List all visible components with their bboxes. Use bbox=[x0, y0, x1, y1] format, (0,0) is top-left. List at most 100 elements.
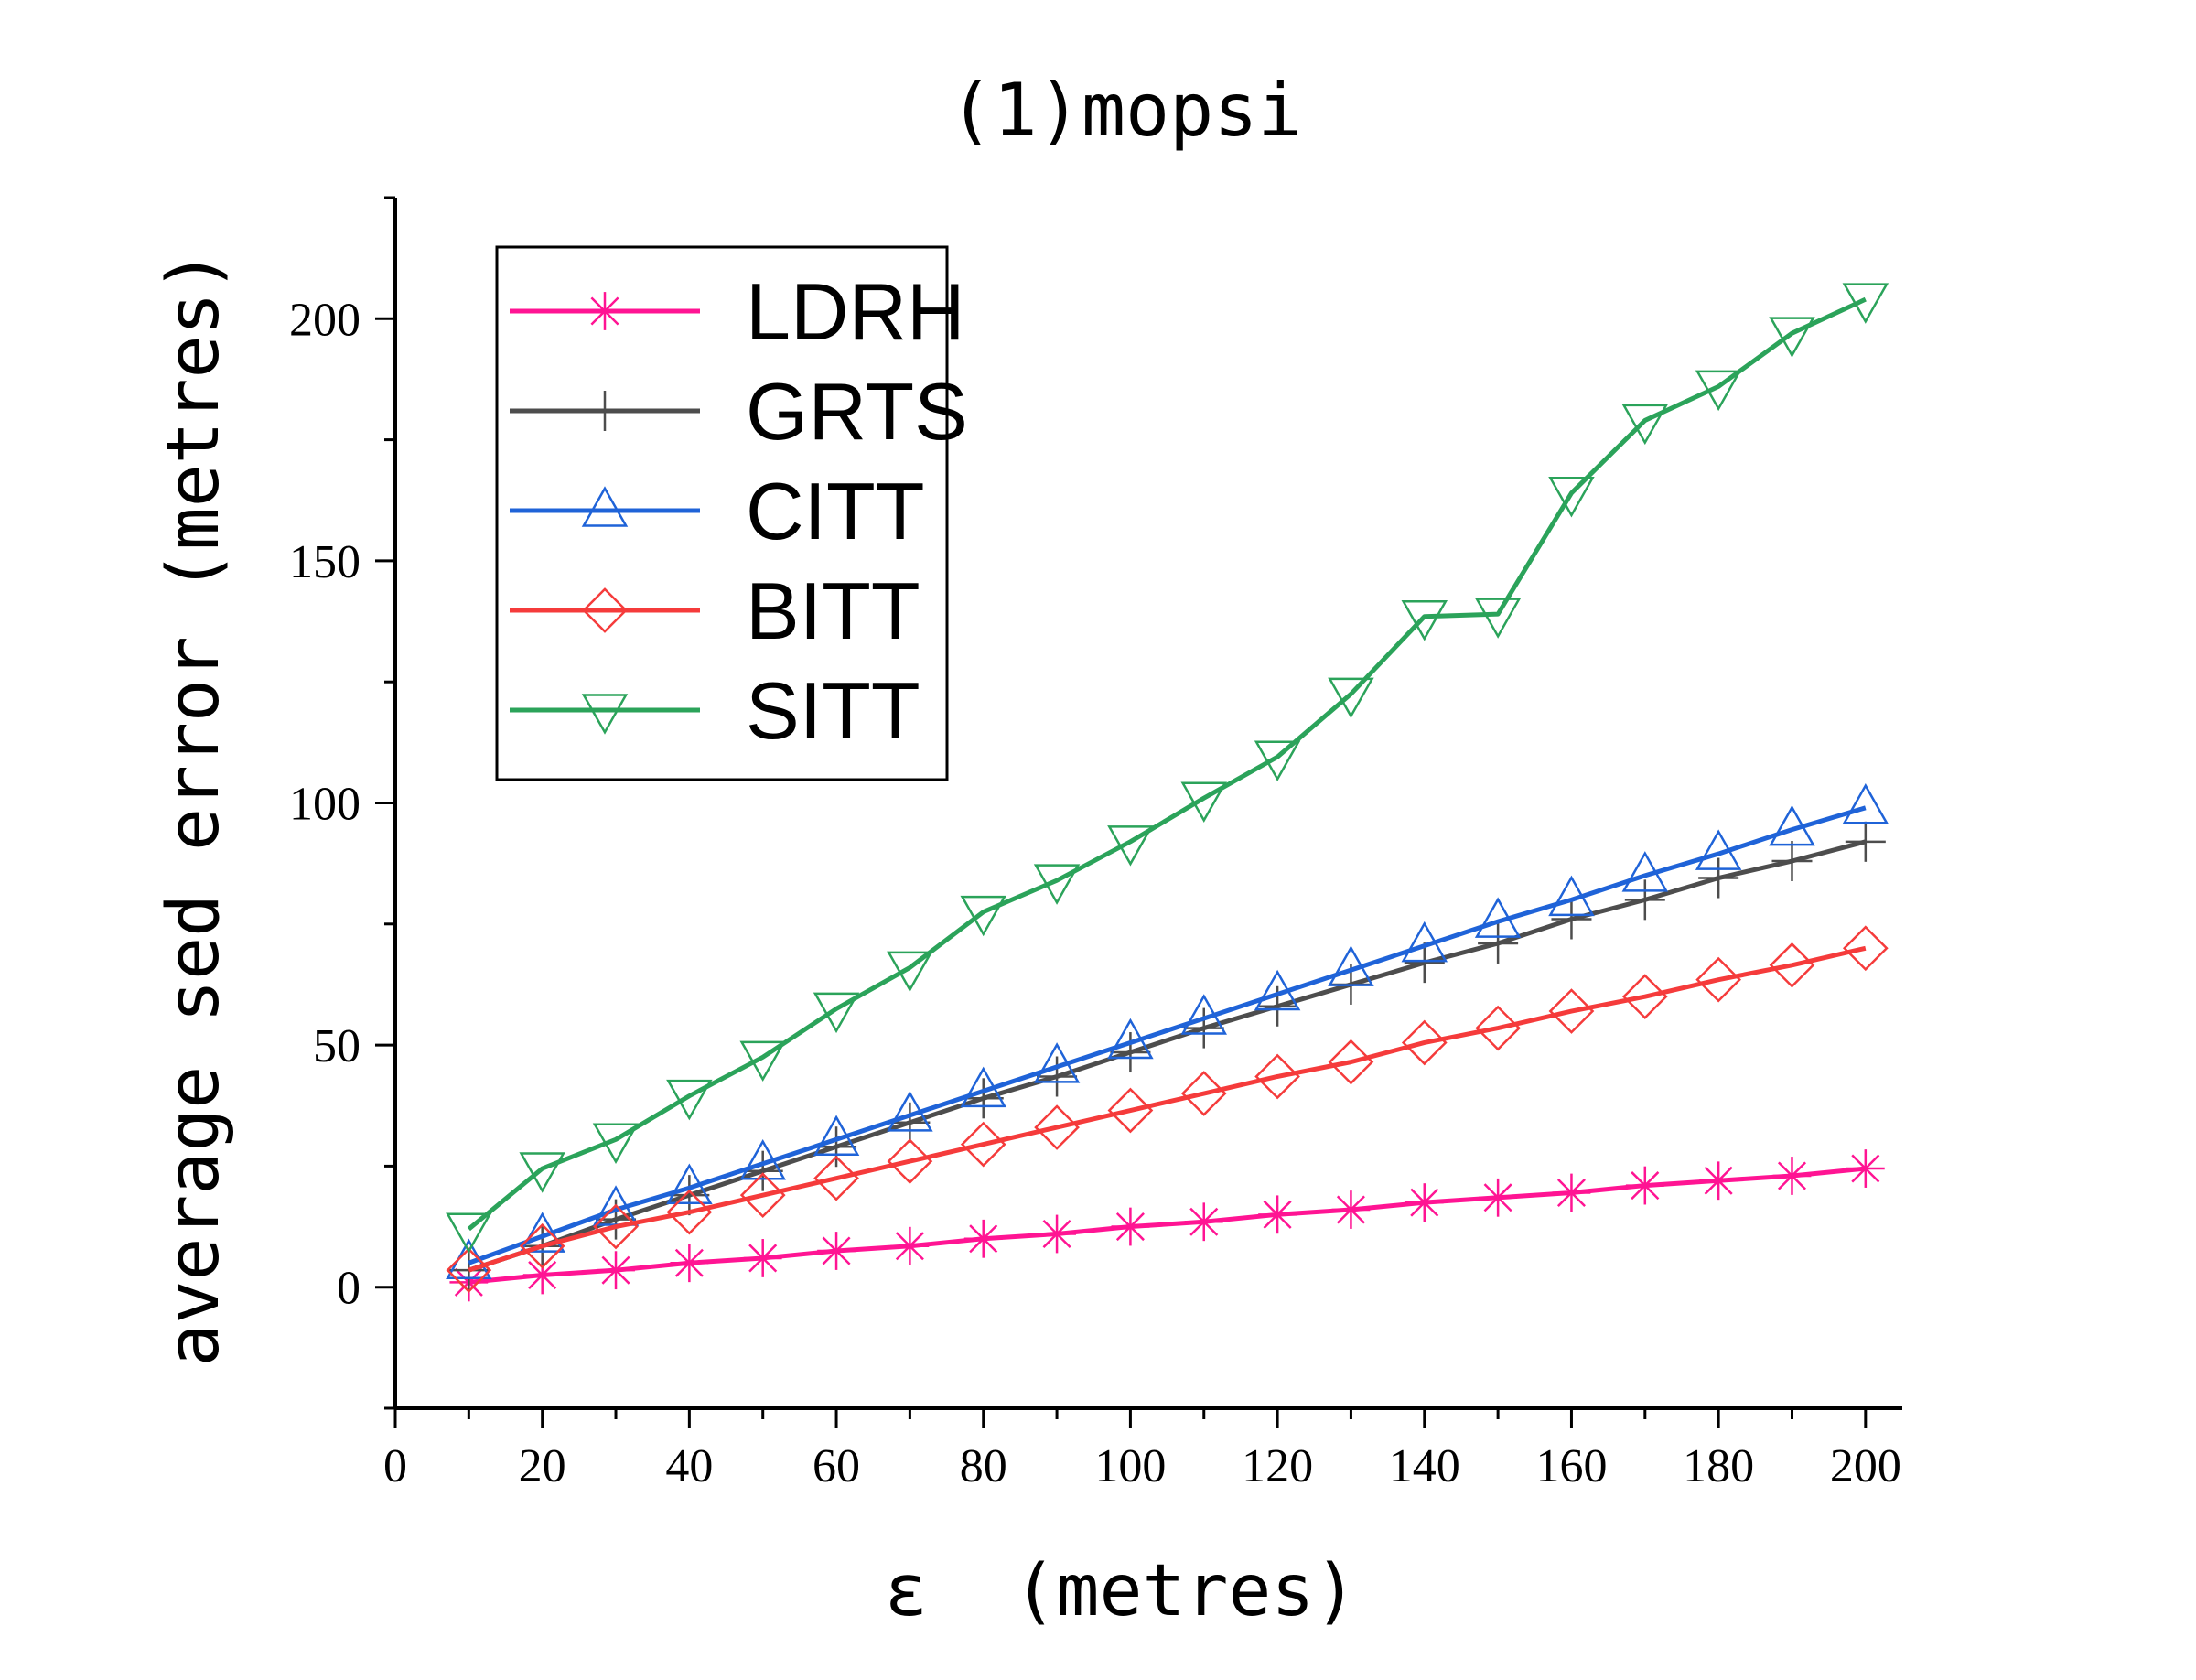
data-point-sitt bbox=[1107, 825, 1154, 867]
x-tick-label: 40 bbox=[665, 1440, 713, 1492]
data-point-citt bbox=[666, 1163, 713, 1204]
data-point-ldrh bbox=[1258, 1195, 1297, 1234]
legend-item-grts: GRTS bbox=[510, 366, 968, 457]
data-point-ldrh bbox=[1772, 1157, 1812, 1195]
data-point-grts bbox=[963, 1078, 1004, 1119]
legend-marker bbox=[586, 292, 624, 330]
data-point-ldrh bbox=[1552, 1173, 1591, 1212]
x-tick-label: 120 bbox=[1242, 1440, 1313, 1492]
data-point-sitt bbox=[887, 951, 933, 993]
legend-label: SITT bbox=[746, 665, 920, 756]
y-tick-label: 0 bbox=[337, 1263, 361, 1315]
legend-item-sitt: SITT bbox=[510, 665, 920, 756]
data-point-ldrh bbox=[1625, 1166, 1664, 1205]
data-point-grts bbox=[1845, 821, 1886, 862]
data-point-grts bbox=[742, 1150, 783, 1191]
data-point-bitt bbox=[1254, 1053, 1300, 1100]
data-point-sitt bbox=[813, 992, 860, 1034]
data-point-ldrh bbox=[1111, 1207, 1150, 1246]
data-point-bitt bbox=[1548, 988, 1595, 1034]
data-point-grts bbox=[1110, 1032, 1151, 1073]
data-point-grts bbox=[816, 1126, 857, 1168]
data-point-bitt bbox=[1107, 1087, 1154, 1134]
data-point-sitt bbox=[519, 1152, 565, 1193]
legend-item-bitt: BITT bbox=[510, 565, 920, 656]
x-tick-label: 80 bbox=[960, 1440, 1007, 1492]
data-point-citt bbox=[1107, 1018, 1154, 1060]
y-tick-label: 200 bbox=[289, 294, 361, 346]
data-point-bitt bbox=[1769, 942, 1815, 988]
data-point-sitt bbox=[446, 1212, 492, 1254]
data-point-sitt bbox=[592, 1123, 640, 1165]
data-point-ldrh bbox=[597, 1251, 635, 1290]
data-point-citt bbox=[1180, 994, 1228, 1035]
data-point-ldrh bbox=[1479, 1178, 1518, 1217]
chart-title: (1)mopsi bbox=[949, 68, 1301, 153]
data-point-bitt bbox=[446, 1247, 492, 1294]
x-tick-label: 160 bbox=[1535, 1440, 1607, 1492]
data-point-sitt bbox=[1769, 317, 1815, 358]
data-point-sitt bbox=[1328, 677, 1374, 719]
data-point-citt bbox=[1401, 921, 1448, 963]
data-point-citt bbox=[739, 1139, 786, 1180]
legend-label: LDRH bbox=[746, 266, 965, 357]
data-point-grts bbox=[1404, 942, 1445, 984]
data-point-ldrh bbox=[743, 1239, 782, 1277]
x-tick-label: 60 bbox=[813, 1440, 860, 1492]
data-point-grts bbox=[1551, 899, 1592, 940]
data-point-sitt bbox=[1254, 740, 1301, 781]
data-point-bitt bbox=[1842, 925, 1889, 972]
data-point-sitt bbox=[1180, 781, 1228, 823]
data-point-citt bbox=[1254, 969, 1301, 1011]
data-point-grts bbox=[1183, 1007, 1224, 1049]
x-tick-label: 180 bbox=[1683, 1440, 1754, 1492]
data-point-sitt bbox=[1695, 370, 1742, 412]
data-point-citt bbox=[519, 1212, 565, 1253]
data-point-citt bbox=[960, 1066, 1006, 1108]
data-point-citt bbox=[887, 1091, 933, 1132]
data-point-bitt bbox=[1328, 1039, 1374, 1085]
data-point-citt bbox=[1695, 829, 1742, 870]
data-point-bitt bbox=[813, 1155, 859, 1201]
data-point-citt bbox=[1621, 851, 1669, 892]
legend-label: BITT bbox=[746, 565, 920, 656]
data-point-sitt bbox=[1401, 600, 1448, 641]
data-point-citt bbox=[1474, 897, 1522, 938]
legend-item-ldrh: LDRH bbox=[510, 266, 965, 357]
series-citt bbox=[446, 783, 1889, 1279]
data-point-ldrh bbox=[890, 1226, 930, 1265]
x-axis-ticks: 0 20 40 60 80 100 120 140 160 180 200 bbox=[383, 1408, 1901, 1492]
data-point-citt bbox=[1328, 945, 1374, 986]
data-point-bitt bbox=[1401, 1019, 1448, 1066]
data-point-ldrh bbox=[1699, 1161, 1738, 1201]
data-point-ldrh bbox=[670, 1244, 709, 1283]
y-axis-ticks: 0 50 100 150 200 bbox=[289, 196, 395, 1410]
legend-marker bbox=[581, 694, 629, 735]
data-point-ldrh bbox=[1846, 1149, 1885, 1188]
data-point-ldrh bbox=[1184, 1202, 1223, 1242]
legend-marker bbox=[585, 391, 625, 431]
y-tick-label: 100 bbox=[289, 779, 361, 831]
data-point-bitt bbox=[519, 1222, 565, 1269]
legend-box bbox=[495, 245, 949, 781]
data-point-bitt bbox=[739, 1172, 786, 1219]
plot-series bbox=[446, 283, 1889, 1302]
legend-label: CITT bbox=[746, 466, 925, 556]
data-point-sitt bbox=[1842, 283, 1889, 324]
series-sitt bbox=[446, 283, 1889, 1254]
series-line-bitt bbox=[468, 945, 1867, 1273]
data-point-citt bbox=[1548, 875, 1595, 917]
data-point-grts bbox=[1698, 857, 1739, 899]
data-point-grts bbox=[889, 1102, 931, 1143]
legend-marker bbox=[581, 486, 629, 527]
data-point-bitt bbox=[1621, 974, 1668, 1020]
x-tick-label: 0 bbox=[383, 1440, 407, 1492]
series-line-sitt bbox=[467, 296, 1867, 1232]
legend-marker bbox=[582, 587, 628, 633]
data-point-grts bbox=[1037, 1056, 1078, 1097]
legend-label: GRTS bbox=[746, 366, 968, 457]
x-tick-label: 100 bbox=[1094, 1440, 1166, 1492]
